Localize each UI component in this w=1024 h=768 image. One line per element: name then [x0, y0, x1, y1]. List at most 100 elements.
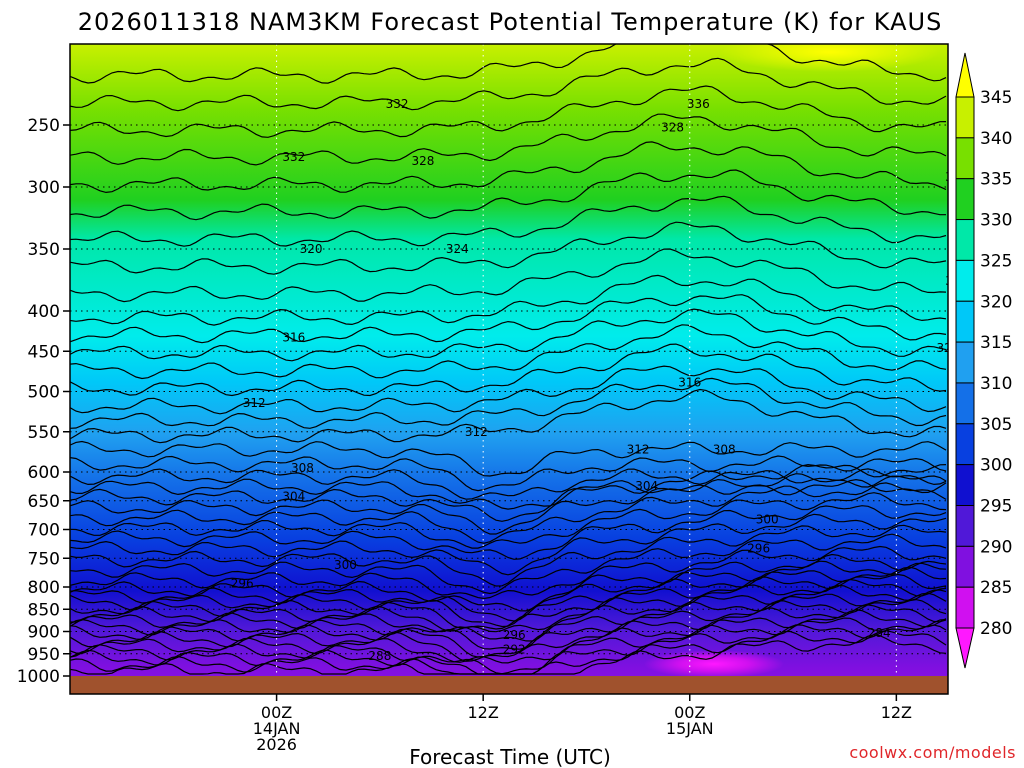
isentrope-line: [70, 592, 947, 650]
y-tick-label: 650: [28, 492, 60, 512]
x-tick-label: 12Z: [468, 703, 499, 722]
colorbar-band: [955, 259, 975, 302]
y-tick-label: 950: [28, 645, 60, 665]
y-tick-label: 250: [28, 116, 60, 136]
x-tick-label: 2026: [256, 735, 297, 754]
isentrope-line: [70, 482, 947, 544]
warm-surface-spot: [644, 650, 784, 678]
colorbar-tick-label: 315: [980, 333, 1012, 353]
isentrope-line: [70, 513, 947, 576]
colorbar-band: [955, 464, 975, 506]
colorbar-band: [955, 219, 975, 261]
y-tick-label: 350: [28, 240, 60, 260]
colorbar-band: [955, 382, 975, 425]
colorbar-tick-label: 330: [980, 211, 1012, 231]
colorbar-band: [955, 96, 975, 139]
colorbar-tick-label: 340: [980, 129, 1012, 149]
isentrope-line: [70, 604, 947, 662]
isentrope-line: [70, 141, 947, 194]
colorbar-tick-label: 295: [980, 497, 1012, 517]
contour-value-label: 324: [945, 274, 968, 288]
isentrope-line: [70, 560, 947, 622]
x-tick-label: 15JAN: [666, 719, 714, 738]
isentrope-line: [70, 505, 947, 560]
colorbar-tick-label: 325: [980, 251, 1012, 271]
isentrope-line: [70, 598, 947, 658]
contour-value-label: 332: [282, 150, 305, 164]
contour-value-label: 296: [231, 577, 254, 591]
x-axis: 00Z14JAN202612Z00Z15JAN12Z00Z16JAN: [253, 694, 912, 754]
isentrope-line: [70, 377, 947, 429]
colorbar-tick-label: 335: [980, 170, 1012, 190]
contour-value-label: 300: [756, 513, 779, 527]
contour-value-label: 332: [386, 97, 409, 111]
isentrope-line: [70, 463, 947, 522]
isentrope-line: [70, 85, 947, 138]
y-tick-label: 450: [28, 342, 60, 362]
contour-value-label: 312: [465, 425, 488, 439]
credit-text: coolwx.com/models: [849, 743, 1016, 762]
y-tick-label: 550: [28, 423, 60, 443]
contour-value-label: 308: [713, 442, 736, 456]
contour-value-label: 324: [446, 242, 469, 256]
contour-value-label: 328: [411, 154, 434, 168]
isentrope-line: [70, 221, 947, 275]
isentrope-line: [70, 343, 947, 397]
x-tick-label: 12Z: [881, 703, 912, 722]
contour-value-label: 332: [945, 170, 968, 184]
y-tick-label: 1000: [17, 667, 60, 687]
contour-value-label: 288: [368, 649, 391, 663]
ground-below-surface: [70, 676, 948, 694]
isentrope-line: [70, 308, 947, 362]
x-tick-label: 00Z: [261, 703, 292, 722]
y-tick-label: 300: [28, 178, 60, 198]
colorbar-band: [955, 52, 975, 98]
contour-value-label: 292: [1014, 576, 1024, 590]
contour-value-label: 312: [627, 442, 650, 456]
colorbar-tick-label: 345: [980, 88, 1012, 108]
isentrope-line: [70, 584, 947, 642]
contour-value-label: 320: [937, 341, 960, 355]
y-tick-label: 500: [28, 383, 60, 403]
isentrope-line: [70, 294, 947, 344]
y-tick-label: 850: [28, 600, 60, 620]
isentrope-line: [70, 634, 947, 675]
colorbar-band: [955, 586, 975, 629]
isentrope-line: [70, 492, 947, 549]
y-tick-label: 750: [28, 549, 60, 569]
colorbar-tick-label: 285: [980, 578, 1012, 598]
warm-upper-band: [720, 44, 940, 72]
isentrope-line: [70, 533, 947, 595]
isentrope-line: [70, 524, 947, 587]
plot-area: 3323363403283323283323283203243243163203…: [70, 44, 1024, 694]
isentrope-line: [70, 573, 947, 630]
isentrope-line: [70, 248, 947, 303]
x-axis-label: Forecast Time (UTC): [409, 745, 611, 768]
isentrope-line: [70, 473, 947, 535]
contour-value-label: 316: [678, 376, 701, 390]
isentrope-line: [70, 468, 947, 500]
isentrope-line: [70, 113, 947, 166]
colorbar-tick-label: 280: [980, 619, 1012, 639]
colorbar-tick-label: 320: [980, 292, 1012, 312]
isentrope-line: [70, 44, 947, 84]
x-tick-label: 14JAN: [253, 719, 301, 738]
contour-value-label: 308: [291, 461, 314, 475]
colorbar-tick-label: 290: [980, 537, 1012, 557]
contour-value-label: 292: [503, 642, 526, 656]
isentrope-line: [70, 440, 947, 477]
contour-value-label: 328: [661, 120, 684, 134]
contour-value-label: 336: [687, 97, 710, 111]
contour-value-label: 296: [503, 628, 526, 642]
colorbar-tick-label: 310: [980, 374, 1012, 394]
chart-title: 2026011318 NAM3KM Forecast Potential Tem…: [78, 8, 943, 36]
isentrope-line: [70, 324, 947, 380]
colorbar-band: [955, 178, 975, 221]
isentrope-line: [70, 617, 947, 675]
colorbar-band: [955, 627, 975, 669]
contour-labels: 3323363403283323283323283203243243163203…: [231, 97, 1024, 663]
isentrope-line: [70, 545, 947, 600]
contour-value-label: 316: [282, 331, 305, 345]
contour-value-label: 300: [334, 558, 357, 572]
contour-value-label: 320: [300, 242, 323, 256]
